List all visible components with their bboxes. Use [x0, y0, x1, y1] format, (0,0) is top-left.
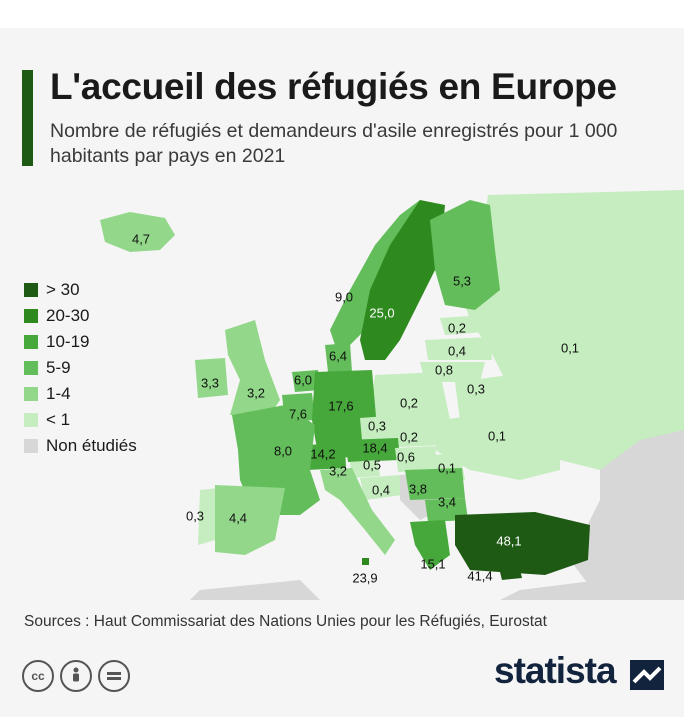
value-label-croatia: 0,4 [371, 482, 391, 498]
region-not-studied [190, 580, 320, 600]
country-turkey [455, 512, 590, 575]
legend-swatch [24, 439, 38, 453]
legend-label: 1-4 [46, 384, 71, 403]
country-switzerland [305, 443, 346, 470]
value-label-latvia: 0,4 [447, 343, 467, 359]
value-label-turkey: 48,1 [496, 533, 522, 549]
region-not-studied [500, 580, 620, 600]
page-subtitle: Nombre de réfugiés et demandeurs d'asile… [50, 120, 618, 167]
region-not-studied [570, 420, 684, 600]
country-uk [225, 320, 280, 415]
value-label-sweden: 25,0 [369, 305, 395, 321]
legend-swatch [24, 335, 38, 349]
equal-icon [98, 660, 130, 692]
value-label-bulgaria: 3,4 [437, 494, 457, 510]
value-label-norway: 9,0 [334, 289, 354, 305]
legend-item: 5-9 [24, 355, 137, 381]
country-netherlands [292, 370, 320, 392]
value-label-italy: 3,2 [328, 463, 348, 479]
page-title: L'accueil des réfugiés en Europe [50, 66, 617, 107]
country-finland [430, 200, 500, 310]
value-label-malta: 23,9 [352, 570, 378, 586]
value-label-iceland: 4,7 [131, 231, 151, 247]
legend-swatch [24, 361, 38, 375]
legend-item: < 1 [24, 407, 137, 433]
value-label-greece: 15,1 [420, 556, 446, 572]
value-label-spain: 4,4 [228, 510, 248, 526]
country-ireland [195, 358, 228, 398]
legend-label: Non étudiés [46, 436, 137, 455]
sources-text: Sources : Haut Commissariat des Nations … [24, 613, 547, 630]
value-label-slovenia: 0,5 [362, 457, 382, 473]
country-italy [320, 468, 395, 555]
brand-mark-icon [630, 660, 664, 690]
country-ukraine [435, 410, 560, 480]
value-label-belarus: 0,3 [466, 381, 486, 397]
legend-swatch [24, 309, 38, 323]
legend-label: 20-30 [46, 306, 90, 325]
value-label-denmark: 6,4 [328, 348, 348, 364]
cc-icon: cc [22, 660, 54, 692]
country-iceland [100, 212, 175, 252]
value-label-ireland: 3,3 [200, 375, 220, 391]
country-sweden [360, 200, 445, 360]
legend-item: Non étudiés [24, 433, 137, 459]
country-belarus [455, 375, 520, 420]
legend: > 30 20-30 10-19 5-9 1-4 < 1 Non étudiés [24, 277, 137, 459]
value-label-austria: 18,4 [362, 440, 388, 456]
attribution-icon [60, 660, 92, 692]
country-czechia [360, 415, 402, 440]
legend-label: > 30 [46, 280, 80, 299]
value-label-germany: 17,6 [328, 398, 354, 414]
value-label-czechia: 0,3 [367, 418, 387, 434]
legend-item: 1-4 [24, 381, 137, 407]
country-latvia [425, 337, 492, 360]
country-romania [405, 468, 465, 500]
value-label-cyprus: 41,4 [467, 568, 493, 584]
value-label-switzerland: 14,2 [310, 446, 336, 462]
legend-label: 5-9 [46, 358, 71, 377]
country-slovenia [350, 460, 380, 478]
country-cyprus [500, 570, 522, 580]
value-label-france: 8,0 [273, 443, 293, 459]
country-slovakia [395, 428, 440, 447]
value-label-slovakia: 0,2 [399, 429, 419, 445]
country-denmark [325, 343, 352, 372]
country-austria [345, 438, 400, 462]
legend-swatch [24, 413, 38, 427]
value-label-moldova: 0,1 [437, 460, 457, 476]
legend-item: > 30 [24, 277, 137, 303]
value-label-lithuania: 0,8 [434, 362, 454, 378]
country-hungary [395, 446, 438, 472]
country-portugal [198, 488, 218, 545]
value-label-finland: 5,3 [452, 273, 472, 289]
value-label-estonia: 0,2 [447, 320, 467, 336]
value-label-poland: 0,2 [399, 395, 419, 411]
country-spain [215, 485, 285, 555]
country-croatia [360, 475, 402, 500]
country-malta [362, 558, 369, 565]
country-estonia [440, 315, 485, 335]
license-icons: cc [22, 660, 130, 692]
legend-label: < 1 [46, 410, 71, 429]
legend-item: 10-19 [24, 329, 137, 355]
brand-logo[interactable]: statista [494, 650, 617, 691]
value-label-romania: 3,8 [408, 481, 428, 497]
value-label-belgium: 7,6 [288, 406, 308, 422]
value-label-hungary: 0,6 [396, 449, 416, 465]
country-germany [312, 370, 378, 458]
legend-swatch [24, 283, 38, 297]
value-label-ukraine: 0,1 [487, 428, 507, 444]
legend-swatch [24, 387, 38, 401]
title-accent-bar [22, 70, 33, 166]
legend-label: 10-19 [46, 332, 90, 351]
value-label-russia: 0,1 [560, 340, 580, 356]
value-label-uk: 3,2 [246, 385, 266, 401]
value-label-netherlands: 6,0 [293, 372, 313, 388]
value-label-portugal: 0,3 [185, 508, 205, 524]
europe-map [100, 190, 684, 600]
country-greece [410, 520, 450, 570]
legend-item: 20-30 [24, 303, 137, 329]
